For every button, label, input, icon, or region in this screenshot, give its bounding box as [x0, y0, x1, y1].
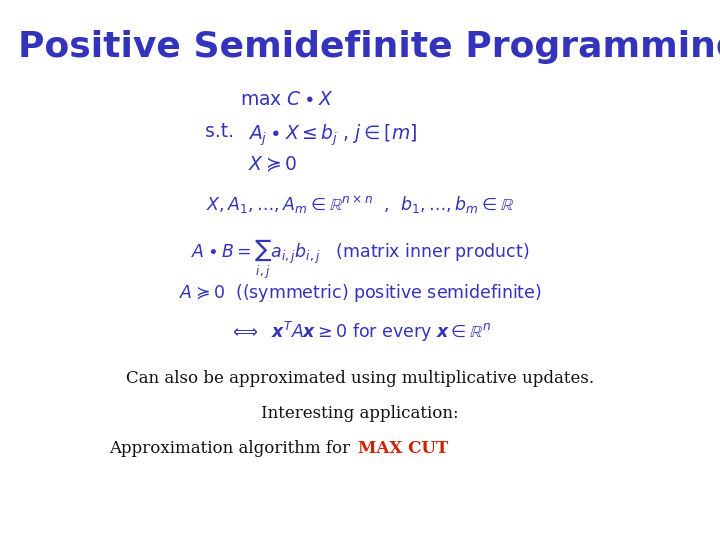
- Text: MAX CUT: MAX CUT: [358, 440, 449, 457]
- Text: Approximation algorithm for: Approximation algorithm for: [109, 440, 355, 457]
- Text: $A \bullet B = \sum_{i,j} a_{i,j} b_{i,j}$   (matrix inner product): $A \bullet B = \sum_{i,j} a_{i,j} b_{i,j…: [191, 238, 529, 281]
- Text: $A \succeq 0$  ((symmetric) positive semidefinite): $A \succeq 0$ ((symmetric) positive semi…: [179, 282, 541, 304]
- Text: $X, A_1, \ldots, A_m \in \mathbb{R}^{n \times n}$  ,  $b_1, \ldots, b_m \in \mat: $X, A_1, \ldots, A_m \in \mathbb{R}^{n \…: [206, 194, 514, 215]
- Text: Can also be approximated using multiplicative updates.: Can also be approximated using multiplic…: [126, 370, 594, 387]
- Text: $X \succeq 0$: $X \succeq 0$: [248, 154, 297, 174]
- Text: s.t.: s.t.: [205, 122, 246, 141]
- Text: max $C \bullet X$: max $C \bullet X$: [240, 90, 334, 109]
- Text: Interesting application:: Interesting application:: [261, 405, 459, 422]
- Text: $A_j \bullet X \leq b_j$ , $j \in [m]$: $A_j \bullet X \leq b_j$ , $j \in [m]$: [248, 122, 417, 147]
- Text: Positive Semidefinite Programming: Positive Semidefinite Programming: [18, 30, 720, 64]
- Text: $\Longleftrightarrow$  $\boldsymbol{x}^T A \boldsymbol{x} \geq 0$ for every $\bo: $\Longleftrightarrow$ $\boldsymbol{x}^T …: [229, 320, 491, 344]
